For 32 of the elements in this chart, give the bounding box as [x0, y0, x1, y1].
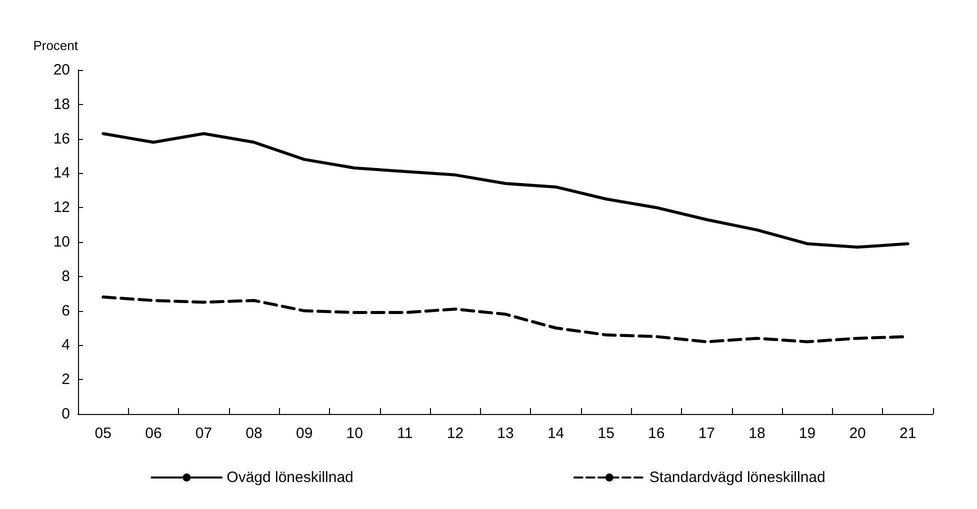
x-tick-label: 05: [94, 425, 112, 442]
x-tick-label: 08: [246, 425, 262, 442]
y-axis-title: Procent: [33, 38, 78, 53]
x-tick-label: 17: [698, 425, 716, 442]
x-tick-label: 20: [849, 425, 866, 442]
x-tick-label: 21: [900, 425, 916, 442]
x-tick-label: 07: [195, 425, 212, 442]
y-tick-label: 0: [62, 406, 70, 422]
y-tick-label: 18: [53, 96, 70, 113]
y-tick-label: 20: [53, 62, 70, 78]
y-tick-label: 2: [62, 371, 70, 388]
x-tick-label: 10: [346, 425, 363, 442]
x-tick-label: 13: [497, 425, 514, 442]
x-tick-label: 16: [648, 425, 665, 442]
legend-label: Standardvägd löneskillnad: [649, 469, 826, 486]
y-tick-label: 12: [53, 199, 70, 216]
y-tick-label: 4: [62, 336, 70, 354]
x-tick-label: 11: [397, 425, 413, 442]
x-tick-label: 18: [748, 425, 766, 442]
y-tick-label: 16: [53, 130, 70, 148]
y-tick-label: 6: [62, 302, 70, 320]
x-tick-label: 09: [296, 425, 313, 442]
x-tick-label: 19: [798, 425, 816, 442]
line-series: [102, 132, 910, 249]
y-tick-label: 14: [53, 164, 70, 182]
x-tick-label: 14: [547, 425, 564, 442]
y-tick-label: 8: [62, 268, 70, 285]
legend-label: Ovägd löneskillnad: [226, 469, 354, 486]
y-tick-label: 10: [53, 234, 70, 250]
x-tick-label: 12: [446, 425, 464, 442]
x-tick-label: 06: [145, 425, 162, 442]
x-tick-label: 15: [598, 425, 614, 442]
